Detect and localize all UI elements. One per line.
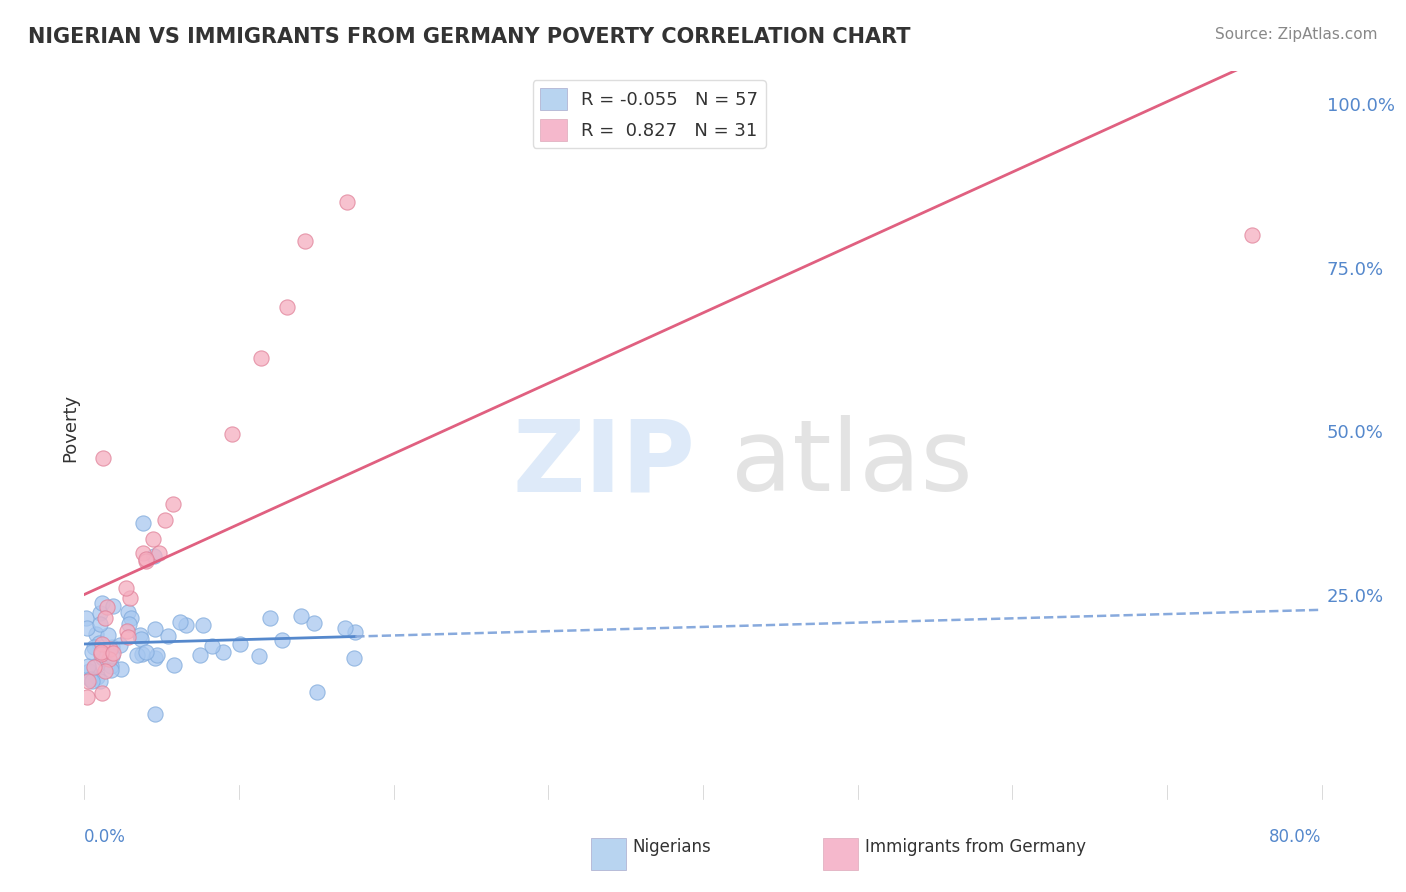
Point — [201, 639, 224, 653]
Point — [93, 611, 115, 625]
Point — [135, 554, 157, 568]
Point — [77, 658, 100, 673]
Point — [86, 657, 108, 672]
Point — [307, 684, 329, 698]
Point — [259, 611, 281, 625]
Point — [96, 600, 118, 615]
Point — [250, 351, 273, 365]
Text: NIGERIAN VS IMMIGRANTS FROM GERMANY POVERTY CORRELATION CHART: NIGERIAN VS IMMIGRANTS FROM GERMANY POVE… — [28, 27, 911, 46]
Point — [91, 450, 114, 465]
Point — [90, 596, 112, 610]
Point — [101, 649, 124, 664]
Point — [117, 630, 139, 644]
Point — [294, 234, 316, 248]
Point — [100, 663, 122, 677]
Point — [132, 516, 155, 530]
Point — [83, 659, 105, 673]
Point — [98, 641, 121, 656]
Text: 0.0%: 0.0% — [84, 828, 127, 846]
Point — [131, 546, 153, 560]
Point — [75, 611, 97, 625]
Point — [87, 636, 110, 650]
Point — [89, 606, 111, 620]
Point — [100, 658, 122, 673]
Point — [82, 673, 104, 688]
Text: Immigrants from Germany: Immigrants from Germany — [865, 838, 1085, 856]
Point — [84, 627, 107, 641]
Point — [290, 609, 312, 624]
Point — [91, 651, 114, 665]
Point — [142, 549, 165, 563]
Point — [157, 629, 180, 643]
Point — [145, 622, 167, 636]
Text: ZIP: ZIP — [513, 416, 696, 512]
Point — [120, 610, 142, 624]
Point — [142, 532, 165, 546]
Point — [135, 551, 157, 566]
Point — [229, 637, 252, 651]
Point — [86, 670, 108, 684]
Point — [1240, 227, 1263, 242]
Point — [89, 617, 111, 632]
Point — [211, 645, 233, 659]
Point — [247, 648, 270, 663]
Text: Nigerians: Nigerians — [633, 838, 711, 856]
Point — [79, 672, 101, 686]
Point — [97, 652, 120, 666]
Point — [344, 624, 367, 639]
Point — [118, 616, 141, 631]
Point — [188, 648, 211, 663]
Point — [343, 651, 366, 665]
Point — [108, 638, 131, 652]
Point — [143, 706, 166, 721]
Point — [174, 618, 197, 632]
Point — [90, 645, 112, 659]
Point — [129, 627, 152, 641]
Text: atlas: atlas — [731, 416, 973, 512]
Point — [83, 640, 105, 655]
Text: Source: ZipAtlas.com: Source: ZipAtlas.com — [1215, 27, 1378, 42]
Text: 80.0%: 80.0% — [1270, 828, 1322, 846]
Point — [143, 651, 166, 665]
Point — [336, 195, 359, 210]
Point — [115, 581, 138, 595]
Point — [76, 690, 98, 704]
Point — [145, 648, 167, 662]
Point — [127, 648, 149, 662]
Point — [148, 546, 170, 560]
Point — [103, 599, 125, 614]
Point — [76, 621, 98, 635]
Point — [115, 624, 138, 638]
Point — [131, 647, 153, 661]
Point — [153, 513, 176, 527]
Point — [94, 665, 117, 679]
Point — [80, 645, 103, 659]
Point — [110, 662, 132, 676]
Point — [162, 497, 184, 511]
Point — [76, 673, 98, 688]
Y-axis label: Poverty: Poverty — [60, 394, 79, 462]
Point — [162, 658, 184, 673]
Point — [135, 645, 157, 659]
Point — [270, 632, 292, 647]
Point — [91, 637, 114, 651]
Point — [96, 628, 118, 642]
Point — [101, 640, 124, 654]
Legend: R = -0.055   N = 57, R =  0.827   N = 31: R = -0.055 N = 57, R = 0.827 N = 31 — [533, 80, 766, 148]
Point — [77, 664, 100, 678]
Point — [90, 686, 112, 700]
Point — [129, 632, 152, 646]
Point — [117, 605, 139, 619]
Point — [276, 300, 298, 314]
Point — [333, 621, 356, 635]
Point — [169, 615, 191, 629]
Point — [221, 426, 243, 441]
Point — [193, 618, 215, 632]
Point — [89, 674, 111, 689]
Point — [101, 646, 124, 660]
Point — [304, 615, 326, 630]
Point — [118, 591, 141, 606]
Point — [90, 647, 112, 661]
